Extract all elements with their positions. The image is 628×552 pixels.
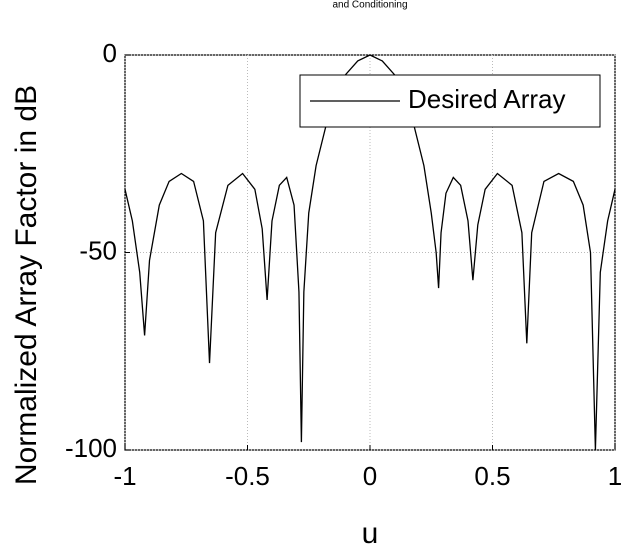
x-tick-label: -0.5 [225, 461, 270, 491]
data-line [124, 54, 616, 451]
y-tick-label: -50 [79, 235, 117, 265]
x-tick-label: 0 [363, 461, 377, 491]
y-axis-label: Normalized Array Factor in dB [10, 85, 43, 485]
x-tick-label: 0.5 [474, 461, 510, 491]
y-tick-label: 0 [103, 38, 117, 68]
y-tick-label: -100 [65, 433, 117, 463]
x-tick-label: -1 [113, 461, 136, 491]
legend-label: Desired Array [408, 84, 566, 114]
chart-title: and Conditioning [332, 0, 407, 11]
x-axis-label: u [362, 517, 379, 550]
x-tick-label: 1 [608, 461, 622, 491]
